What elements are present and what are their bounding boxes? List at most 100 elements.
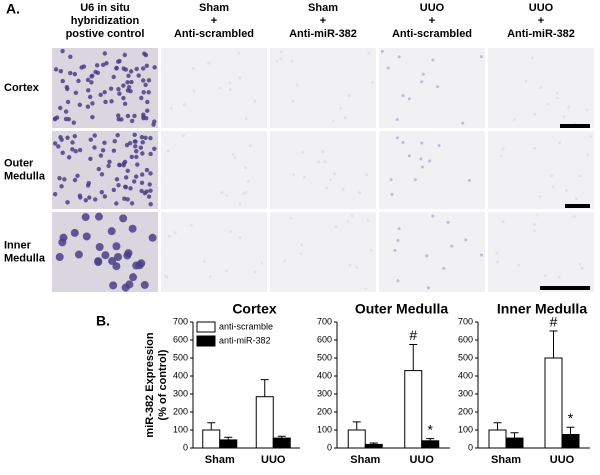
cell-stain [151,122,156,127]
cell-stain [420,80,424,84]
cell-stain [567,106,571,110]
cell-stain [244,191,248,195]
y-tick-label: 700 [317,316,332,326]
cell-stain [98,92,103,98]
cell-stain [94,257,103,266]
cell-stain [253,99,257,103]
micrograph [161,48,267,128]
cell-stain [129,273,138,282]
micrograph [52,48,158,128]
cell-stain [146,78,152,83]
cell-stain [496,260,500,264]
cell-stain [282,259,286,263]
cell-stain [348,263,352,267]
error-bar [409,344,418,371]
cell-stain [317,160,321,164]
cell-stain [121,95,126,101]
y-tick-label: 300 [173,388,188,398]
cell-stain [102,51,108,56]
cell-stain [238,76,242,80]
bar [255,396,274,449]
cell-stain [431,214,435,218]
cell-stain [132,132,137,138]
cell-stain [328,178,332,182]
cell-stain [125,197,130,202]
cell-stain [218,86,222,90]
cell-stain [93,69,98,75]
cell-stain [123,184,128,190]
cell-stain [114,177,120,182]
cell-stain [134,154,139,160]
column-header: Sham [199,2,229,14]
y-axis-label: miR-382 Expression [144,332,156,437]
cell-stain [107,159,112,165]
cell-stain [126,73,131,78]
chart-title: Cortex [232,301,277,317]
cell-stain [128,69,134,74]
cell-stain [539,86,543,90]
y-tick-label: 400 [458,370,473,380]
cell-stain [59,137,64,142]
cell-stain [129,79,134,85]
column-header: + [429,15,435,27]
cell-stain [112,139,117,144]
cell-stain [428,159,432,163]
bar [364,443,383,449]
cell-stain [143,82,148,88]
cell-stain [370,80,374,84]
cell-stain [182,134,186,138]
cell-stain [103,99,108,105]
cell-stain [101,62,106,68]
cell-stain [166,149,170,153]
bar [272,437,291,449]
cell-stain [63,109,69,114]
cell-stain [136,73,141,78]
column-header: Anti-miR-382 [507,28,575,40]
cell-stain [58,69,64,74]
cell-stain [572,215,576,219]
column-header: Anti-scrambled [174,28,254,40]
cell-stain [52,141,58,146]
cell-stain [82,232,91,241]
micrograph [270,48,376,128]
cell-stain [65,200,70,205]
cell-stain [578,263,582,267]
column-header: UUO [529,2,554,14]
cell-stain [128,88,133,94]
cell-stain [279,50,283,54]
cell-stain [57,175,62,181]
cell-stain [121,66,126,71]
cell-stain [228,88,232,92]
y-tick-label: 500 [317,352,332,362]
y-tick-label: 200 [317,406,332,416]
cell-stain [128,186,133,191]
cell-stain [122,159,128,165]
cell-stain [321,150,325,154]
cell-stain [111,187,117,193]
scale-bar [565,204,590,208]
error-bar [369,442,378,445]
cell-stain [369,248,373,252]
error-bar [224,436,233,440]
cell-stain [253,270,257,274]
cell-stain [146,194,152,199]
error-bar [260,379,269,397]
cell-stain [442,266,446,270]
annotation: * [428,421,434,437]
cell-stain [395,136,399,140]
legend-label: anti-scramble [219,321,273,331]
y-tick-label: 400 [317,370,332,380]
cell-stain [148,202,153,207]
cell-stain [148,135,153,141]
annotation: # [550,314,558,330]
cell-stain [347,93,351,97]
bar [202,429,221,449]
cell-stain [145,99,150,105]
cell-stain [325,186,329,190]
cell-stain [112,242,121,251]
cell-stain [224,269,228,273]
micrograph [161,131,267,209]
row-label: Inner [4,239,32,251]
column-header: Anti-scrambled [392,28,472,40]
